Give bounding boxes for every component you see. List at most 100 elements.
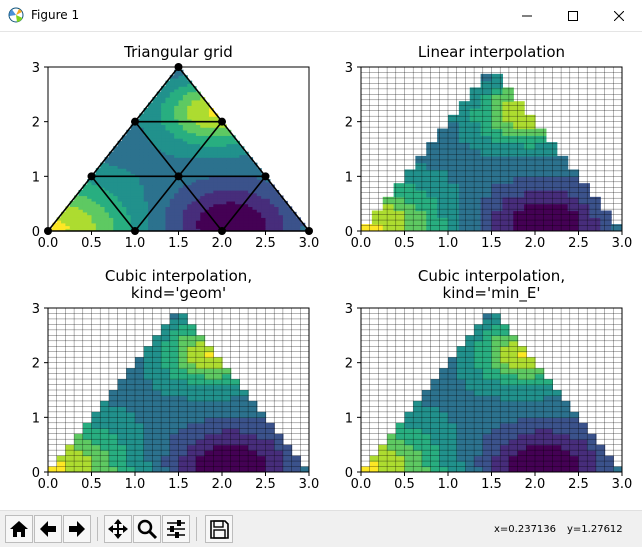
contour-cell xyxy=(265,225,271,229)
contour-cell xyxy=(213,187,219,191)
mesh-edge xyxy=(90,121,136,177)
contour-cell xyxy=(121,179,127,183)
contour-cell xyxy=(413,439,423,446)
close-button[interactable] xyxy=(596,0,642,31)
contour-cell xyxy=(567,203,580,212)
contour-cell xyxy=(169,395,180,402)
contour-cell xyxy=(269,195,275,199)
contour-cell xyxy=(165,220,171,224)
contour-cell xyxy=(174,154,180,158)
contour-cell xyxy=(143,400,153,407)
contour-cell xyxy=(287,228,293,231)
contour-cell xyxy=(230,173,236,177)
contour-cell xyxy=(213,149,219,153)
minimize-button[interactable] xyxy=(504,0,550,31)
contour-cell xyxy=(113,146,119,150)
contour-cell xyxy=(100,170,106,175)
contour-cell xyxy=(156,140,162,145)
contour-cell xyxy=(543,444,553,451)
contour-cell xyxy=(222,138,227,142)
contour-cell xyxy=(261,222,267,227)
contour-cell xyxy=(458,128,471,136)
contour-cell xyxy=(174,132,180,136)
maximize-button[interactable] xyxy=(550,0,596,31)
contour-cell xyxy=(235,173,240,177)
home-button[interactable] xyxy=(5,515,33,543)
mesh-edge xyxy=(134,66,180,123)
contour-cell xyxy=(261,187,267,191)
contour-cell xyxy=(545,155,558,164)
contour-cell xyxy=(430,428,440,435)
configure-subplots-button[interactable] xyxy=(162,515,190,543)
contour-cell xyxy=(256,184,262,188)
contour-cell xyxy=(117,461,127,468)
contour-cell xyxy=(178,192,184,197)
contour-cell xyxy=(213,422,223,429)
contour-cell xyxy=(135,433,145,440)
contour-cell xyxy=(135,220,140,224)
contour-cell xyxy=(121,140,127,145)
contour-cell xyxy=(482,346,493,353)
contour-cell xyxy=(191,159,197,164)
contour-cell xyxy=(200,217,206,221)
contour-cell xyxy=(195,225,201,229)
save-button[interactable] xyxy=(205,515,233,543)
contour-cell xyxy=(513,162,525,171)
contour-cell xyxy=(204,395,214,402)
forward-button[interactable] xyxy=(63,515,91,543)
contour-cell xyxy=(500,417,510,424)
contour-cell xyxy=(261,181,267,186)
pan-button[interactable] xyxy=(104,515,132,543)
contour-cell xyxy=(448,190,460,198)
contour-cell xyxy=(204,121,210,125)
contour-cell xyxy=(117,433,127,440)
contour-cell xyxy=(169,351,180,358)
contour-cell xyxy=(200,151,206,156)
contour-cell xyxy=(174,222,180,227)
contour-cell xyxy=(104,187,110,191)
contour-cell xyxy=(104,179,110,183)
contour-cell xyxy=(524,149,536,157)
contour-cell xyxy=(513,149,525,157)
contour-cell xyxy=(108,228,114,231)
contour-cell xyxy=(222,151,227,156)
contour-cell xyxy=(535,142,547,150)
contour-cell xyxy=(161,151,167,156)
back-button[interactable] xyxy=(34,515,62,543)
contour-cell xyxy=(526,439,536,446)
contour-cell xyxy=(235,176,240,180)
contour-cell xyxy=(282,450,293,457)
contour-cell xyxy=(204,461,214,468)
contour-cell xyxy=(82,192,88,197)
contour-cell xyxy=(82,225,88,229)
contour-cell xyxy=(222,143,227,147)
figure-canvas[interactable]: Triangular grid Linear interpolation Cub… xyxy=(0,32,642,510)
contour-cell xyxy=(174,69,180,74)
contour-cell xyxy=(439,395,449,402)
contour-cell xyxy=(556,176,569,184)
contour-cell xyxy=(448,217,460,225)
contour-cell xyxy=(117,154,123,158)
contour-cell xyxy=(104,228,110,231)
contour-cell xyxy=(204,154,210,158)
contour-cell xyxy=(578,196,590,205)
contour-cell xyxy=(169,162,175,166)
contour-cell xyxy=(448,466,458,472)
contour-cell xyxy=(169,384,180,391)
contour-cell xyxy=(135,181,140,186)
contour-cell xyxy=(104,220,110,224)
contour-cell xyxy=(465,335,475,342)
contour-cell xyxy=(437,149,449,157)
contour-cell xyxy=(491,155,503,164)
contour-cell xyxy=(148,113,153,117)
contour-cell xyxy=(513,203,525,212)
contour-cell xyxy=(200,220,206,224)
contour-cell xyxy=(165,165,171,169)
zoom-button[interactable] xyxy=(133,515,161,543)
contour-cell xyxy=(222,195,227,199)
x-tick-label: 0.5 xyxy=(81,477,102,492)
contour-cell xyxy=(108,200,114,205)
contour-cell xyxy=(104,170,110,175)
contour-cell xyxy=(130,184,136,188)
contour-cell xyxy=(156,157,162,161)
